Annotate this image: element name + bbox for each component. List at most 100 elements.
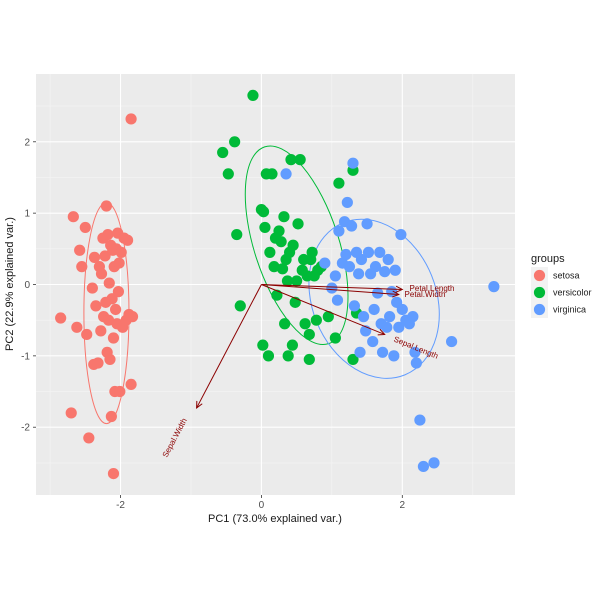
setosa-point bbox=[88, 251, 101, 263]
virginica-point bbox=[389, 264, 401, 276]
arrow-sepal-length bbox=[261, 284, 385, 335]
virginica-point bbox=[329, 270, 341, 282]
virginica-point bbox=[488, 281, 500, 293]
setosa-point bbox=[102, 228, 114, 241]
setosa-point bbox=[107, 467, 120, 480]
versicolor-point bbox=[285, 154, 297, 166]
setosa-point bbox=[83, 432, 95, 444]
versicolor-point bbox=[262, 350, 275, 362]
setosa-point bbox=[125, 378, 137, 390]
x-tick-label: 2 bbox=[400, 500, 406, 511]
virginica-point bbox=[374, 246, 386, 258]
legend-label-versicolor: versicolor bbox=[553, 288, 592, 298]
x-tick-label: 0 bbox=[259, 500, 265, 511]
arrow-label: Petal.Length bbox=[410, 284, 455, 293]
setosa-point bbox=[95, 268, 108, 280]
versicolor-point bbox=[222, 168, 234, 180]
x-axis-title: PC1 (73.0% explained var.) bbox=[208, 513, 342, 525]
virginica-point bbox=[410, 357, 422, 369]
versicolor-point bbox=[234, 300, 246, 312]
versicolor-point bbox=[292, 218, 304, 230]
virginica-point bbox=[326, 282, 338, 294]
virginica-point bbox=[348, 300, 360, 312]
setosa-point bbox=[90, 300, 102, 312]
setosa-point bbox=[113, 257, 125, 269]
versicolor-point bbox=[299, 318, 311, 330]
virginica-point bbox=[357, 311, 370, 323]
setosa-point bbox=[121, 234, 134, 246]
virginica-point bbox=[376, 346, 389, 358]
versicolor-point bbox=[259, 221, 271, 234]
arrow-sepal-width bbox=[196, 284, 262, 409]
versicolor-point bbox=[247, 89, 259, 102]
y-axis-title: PC2 (22.9% explained var.) bbox=[4, 217, 16, 351]
virginica-point bbox=[417, 460, 430, 473]
arrow-head bbox=[196, 400, 203, 409]
major-gridlines bbox=[36, 74, 515, 495]
virginica-point bbox=[341, 196, 353, 209]
versicolor-point bbox=[291, 275, 303, 287]
setosa-point bbox=[115, 246, 127, 258]
versicolor-point bbox=[257, 339, 269, 351]
virginica-point bbox=[367, 335, 379, 348]
virginica-point bbox=[354, 346, 366, 358]
arrow-label: Petal.Width bbox=[405, 290, 446, 299]
versicolor-point bbox=[264, 246, 276, 258]
y-tick-label: 1 bbox=[24, 209, 30, 220]
legend-label-setosa: setosa bbox=[553, 271, 580, 281]
versicolor-point bbox=[294, 154, 306, 166]
setosa-point bbox=[107, 332, 120, 344]
setosa-point bbox=[79, 221, 91, 234]
versicolor-point bbox=[231, 228, 243, 241]
setosa-point bbox=[81, 328, 93, 341]
arrow-petal-length bbox=[261, 284, 403, 290]
setosa-point bbox=[92, 357, 104, 369]
virginica-point bbox=[407, 311, 419, 323]
arrow-head bbox=[392, 290, 400, 298]
virginica-point bbox=[333, 225, 345, 237]
virginica-point bbox=[381, 321, 393, 333]
x-tick-label: -2 bbox=[116, 500, 125, 511]
virginica-point bbox=[379, 266, 391, 278]
versicolor-point bbox=[306, 246, 318, 258]
y-tick-label: 0 bbox=[24, 280, 30, 291]
versicolor-point bbox=[310, 314, 322, 326]
setosa-point bbox=[74, 244, 86, 256]
virginica-point bbox=[409, 346, 421, 358]
virginica-point bbox=[340, 248, 352, 261]
setosa-point bbox=[55, 312, 67, 324]
versicolor-point bbox=[273, 225, 285, 237]
setosa-point bbox=[114, 385, 126, 398]
arrow-petal-width bbox=[261, 284, 399, 295]
versicolor-point bbox=[347, 353, 359, 366]
setosa-point bbox=[95, 325, 107, 337]
virginica-point bbox=[343, 261, 356, 273]
setosa-point bbox=[125, 113, 137, 125]
legend-label-virginica: virginica bbox=[553, 305, 586, 315]
setosa-point bbox=[99, 250, 111, 262]
legend-swatch-versicolor bbox=[533, 286, 546, 299]
virginica-point bbox=[319, 257, 331, 269]
setosa-point bbox=[76, 261, 88, 273]
setosa-point bbox=[109, 303, 122, 316]
virginica-point bbox=[369, 261, 382, 273]
setosa-point bbox=[105, 410, 117, 423]
arrow-head bbox=[395, 285, 404, 293]
virginica-point bbox=[414, 414, 426, 426]
virginica-point bbox=[395, 228, 407, 241]
versicolor-point bbox=[281, 275, 294, 287]
virginica-point bbox=[428, 457, 440, 469]
virginica-point bbox=[280, 168, 292, 180]
virginica-point bbox=[396, 303, 408, 316]
versicolor-point bbox=[303, 328, 315, 341]
versicolor-point bbox=[329, 332, 341, 344]
setosa-point bbox=[100, 200, 113, 212]
y-tick-label: 2 bbox=[24, 137, 30, 148]
y-tick-label: -2 bbox=[21, 423, 30, 434]
virginica-point bbox=[382, 253, 394, 266]
virginica-point bbox=[384, 311, 396, 323]
setosa-point bbox=[102, 314, 115, 326]
versicolor-point bbox=[287, 239, 299, 251]
versicolor-point bbox=[229, 136, 241, 148]
